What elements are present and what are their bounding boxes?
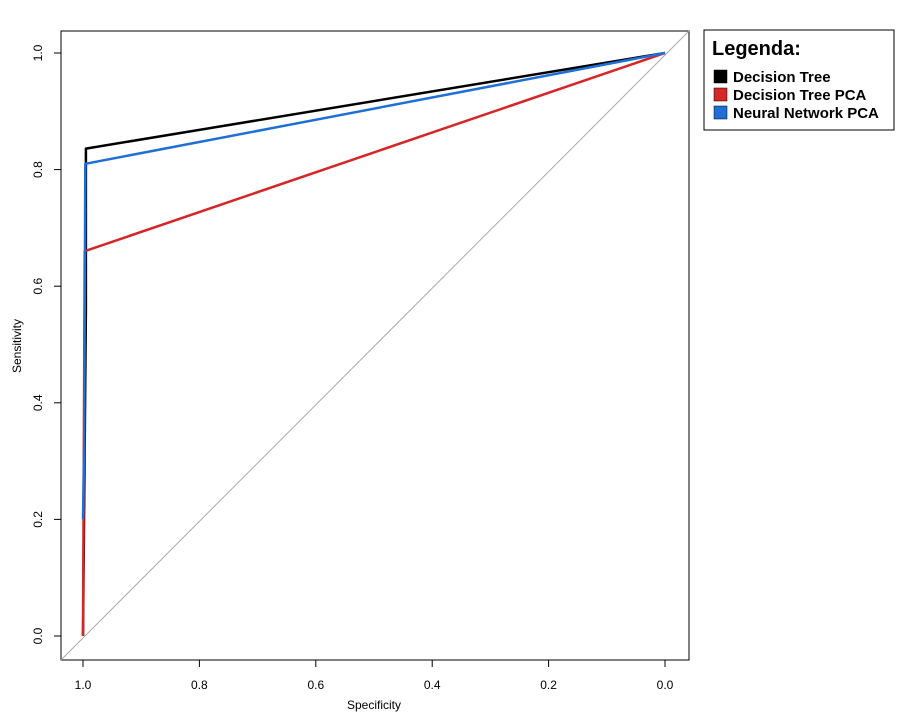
x-tick-label: 0.8: [191, 678, 208, 692]
series-line-neural-network-pca: [81, 51, 666, 520]
x-tick-label: 0.0: [657, 678, 674, 692]
legend-label: Neural Network PCA: [733, 105, 879, 122]
y-tick-label: 0.6: [31, 278, 45, 295]
x-tick-label: 0.2: [540, 678, 557, 692]
y-tick-label: 0.2: [31, 511, 45, 528]
y-tick-label: 0.8: [31, 161, 45, 178]
x-axis-label: Specificity: [347, 698, 401, 712]
x-tick-label: 0.4: [424, 678, 441, 692]
legend-title: Legenda:: [712, 38, 801, 60]
y-tick-label: 1.0: [31, 44, 45, 61]
x-axis: 1.0 0.8 0.6 0.4 0.2 0.0: [75, 659, 674, 692]
legend-swatch: [713, 105, 728, 120]
series-line-decision-tree-pca: [81, 51, 666, 637]
y-axis-label: Sensitivity: [10, 319, 24, 373]
legend-label: Decision Tree: [733, 69, 831, 86]
x-tick-label: 1.0: [75, 678, 92, 692]
x-tick-label: 0.6: [307, 678, 324, 692]
plot-area: [60, 30, 690, 661]
legend-swatch: [713, 87, 728, 102]
y-axis: 0.0 0.2 0.4 0.6 0.8 1.0: [31, 44, 62, 644]
series-line-decision-tree: [81, 51, 666, 637]
diagonal-reference-line: [60, 30, 690, 661]
legend-label: Decision Tree PCA: [733, 87, 867, 104]
y-tick-label: 0.4: [31, 394, 45, 411]
legend-box: [703, 29, 895, 131]
legend-swatch: [713, 69, 728, 84]
y-tick-label: 0.0: [31, 627, 45, 644]
series-lines: [81, 51, 666, 637]
